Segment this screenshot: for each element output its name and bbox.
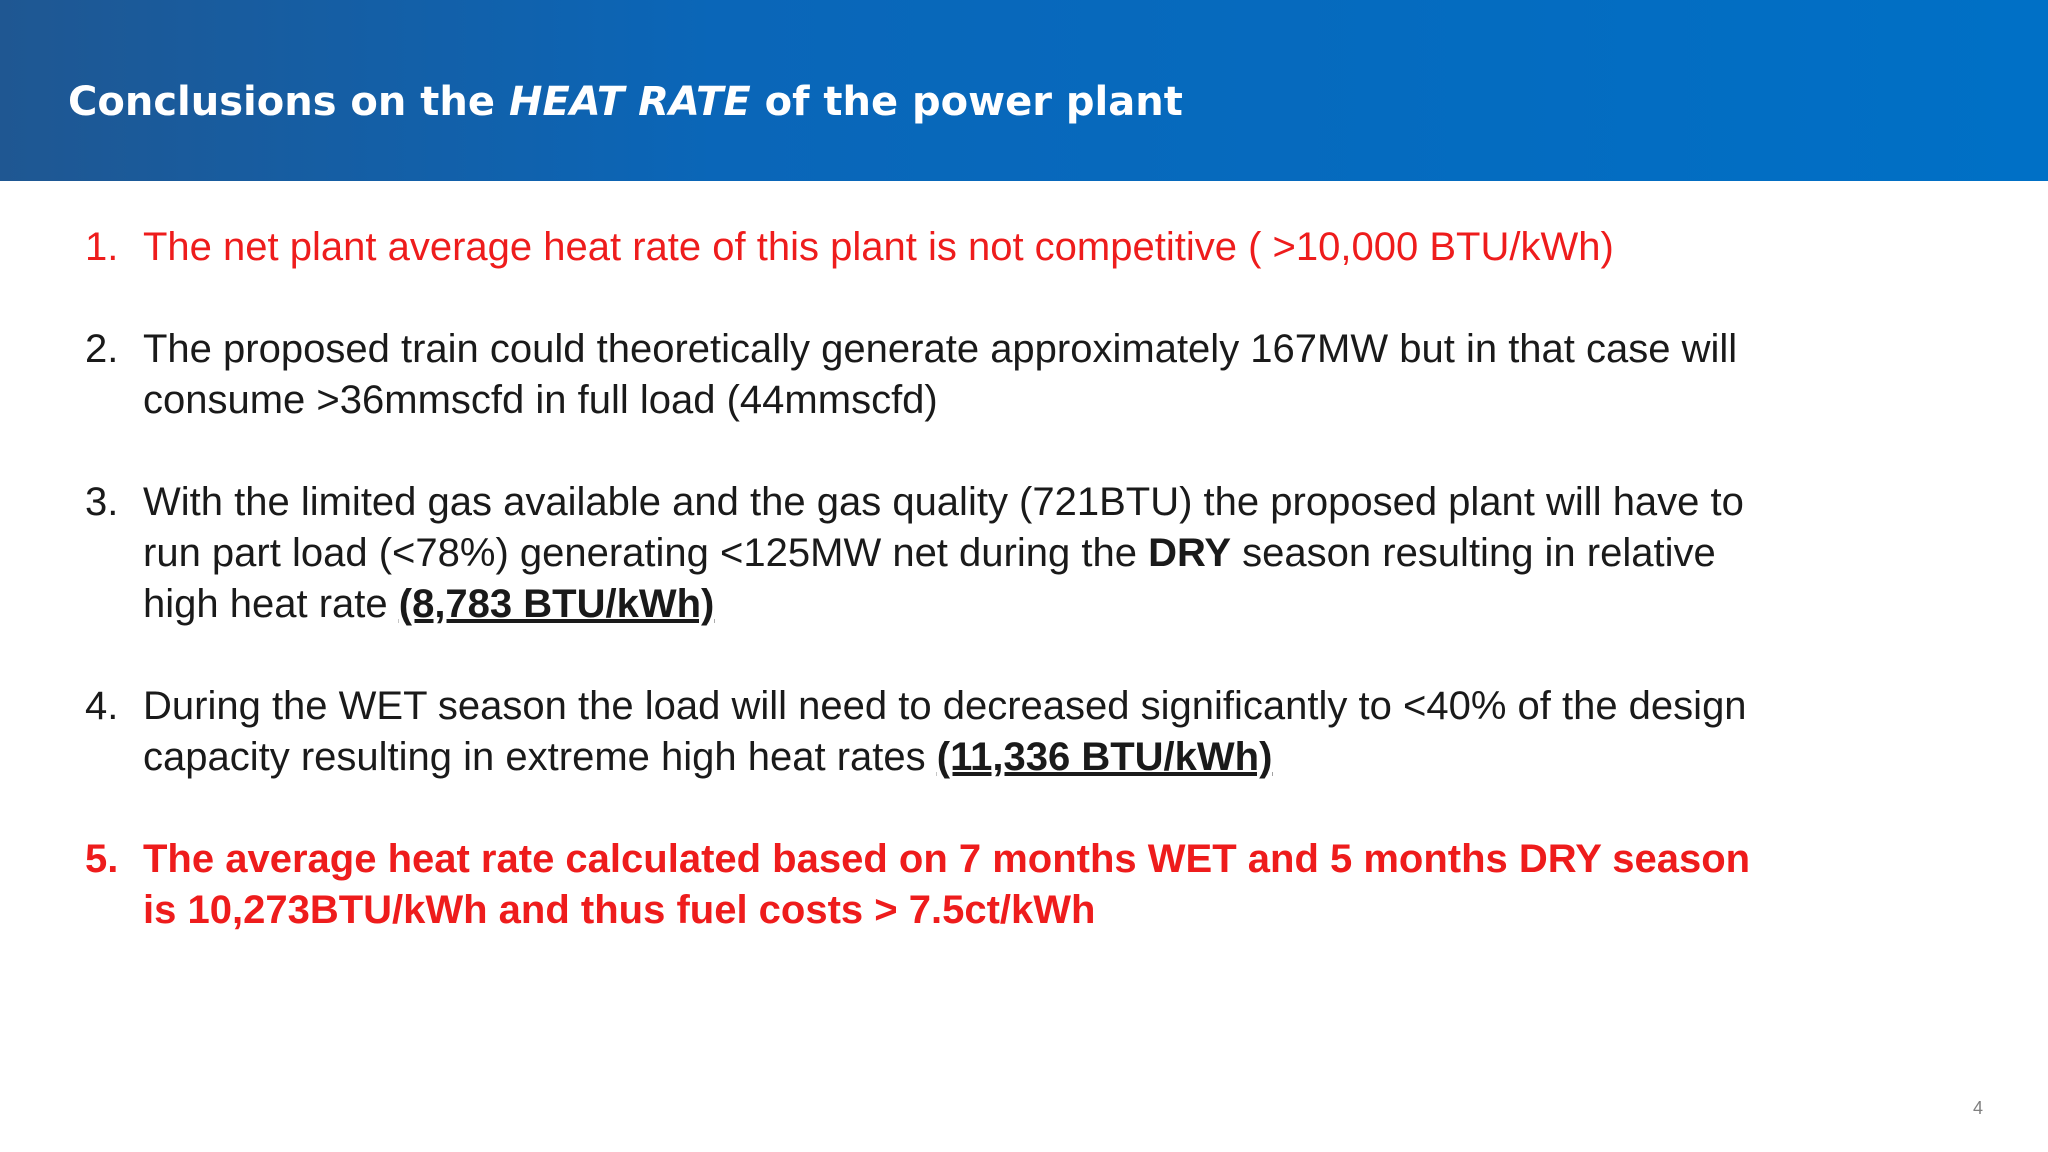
item-text: The proposed train could theoretically g… bbox=[143, 324, 1985, 426]
item-number: 3. bbox=[85, 480, 119, 524]
item-number: 5. bbox=[85, 837, 119, 881]
list-item: 2. The proposed train could theoreticall… bbox=[85, 324, 1985, 426]
list-item: 5. The average heat rate calculated base… bbox=[85, 834, 1985, 936]
item-text: The net plant average heat rate of this … bbox=[143, 225, 1614, 269]
item-text: The average heat rate calculated based o… bbox=[143, 834, 1985, 936]
item-text-line: is 10,273BTU/kWh and thus fuel costs > 7… bbox=[143, 888, 1096, 932]
item-text-line: During the WET season the load will need… bbox=[143, 684, 1747, 728]
item-text-segment: high heat rate bbox=[143, 582, 399, 626]
slide-title-suffix: of the power plant bbox=[750, 79, 1183, 125]
item-text-line: consume >36mmscfd in full load (44mmscfd… bbox=[143, 378, 938, 422]
item-text: During the WET season the load will need… bbox=[143, 681, 1985, 783]
slide-title: Conclusions on the HEAT RATE of the powe… bbox=[68, 76, 1183, 128]
page-number: 4 bbox=[1972, 1098, 1983, 1118]
title-bar: Conclusions on the HEAT RATE of the powe… bbox=[0, 0, 2048, 181]
item-text-line: The average heat rate calculated based o… bbox=[143, 837, 1751, 881]
item-text: With the limited gas available and the g… bbox=[143, 477, 1985, 630]
dry-season-label: DRY bbox=[1148, 531, 1232, 575]
wet-heat-rate-value: (11,336 BTU/kWh) bbox=[936, 735, 1273, 779]
item-text-line: With the limited gas available and the g… bbox=[143, 480, 1744, 524]
item-text-segment: season resulting in relative bbox=[1231, 531, 1716, 575]
dry-heat-rate-value: (8,783 BTU/kWh) bbox=[398, 582, 715, 626]
item-text-segment: run part load (<78%) generating <125MW n… bbox=[143, 531, 1149, 575]
item-number: 1. bbox=[85, 225, 119, 269]
item-number: 4. bbox=[85, 684, 119, 728]
item-text-line: The proposed train could theoretically g… bbox=[143, 327, 1738, 371]
item-number: 2. bbox=[85, 327, 119, 371]
item-text-segment: capacity resulting in extreme high heat … bbox=[143, 735, 937, 779]
list-item: 3. With the limited gas available and th… bbox=[85, 477, 1985, 630]
list-item: 4. During the WET season the load will n… bbox=[85, 681, 1985, 783]
list-item: 1. The net plant average heat rate of th… bbox=[85, 222, 1985, 273]
slide-title-emphasis: HEAT RATE bbox=[508, 79, 751, 125]
slide-title-prefix: Conclusions on the bbox=[68, 79, 509, 125]
conclusions-list: 1. The net plant average heat rate of th… bbox=[85, 222, 1985, 987]
